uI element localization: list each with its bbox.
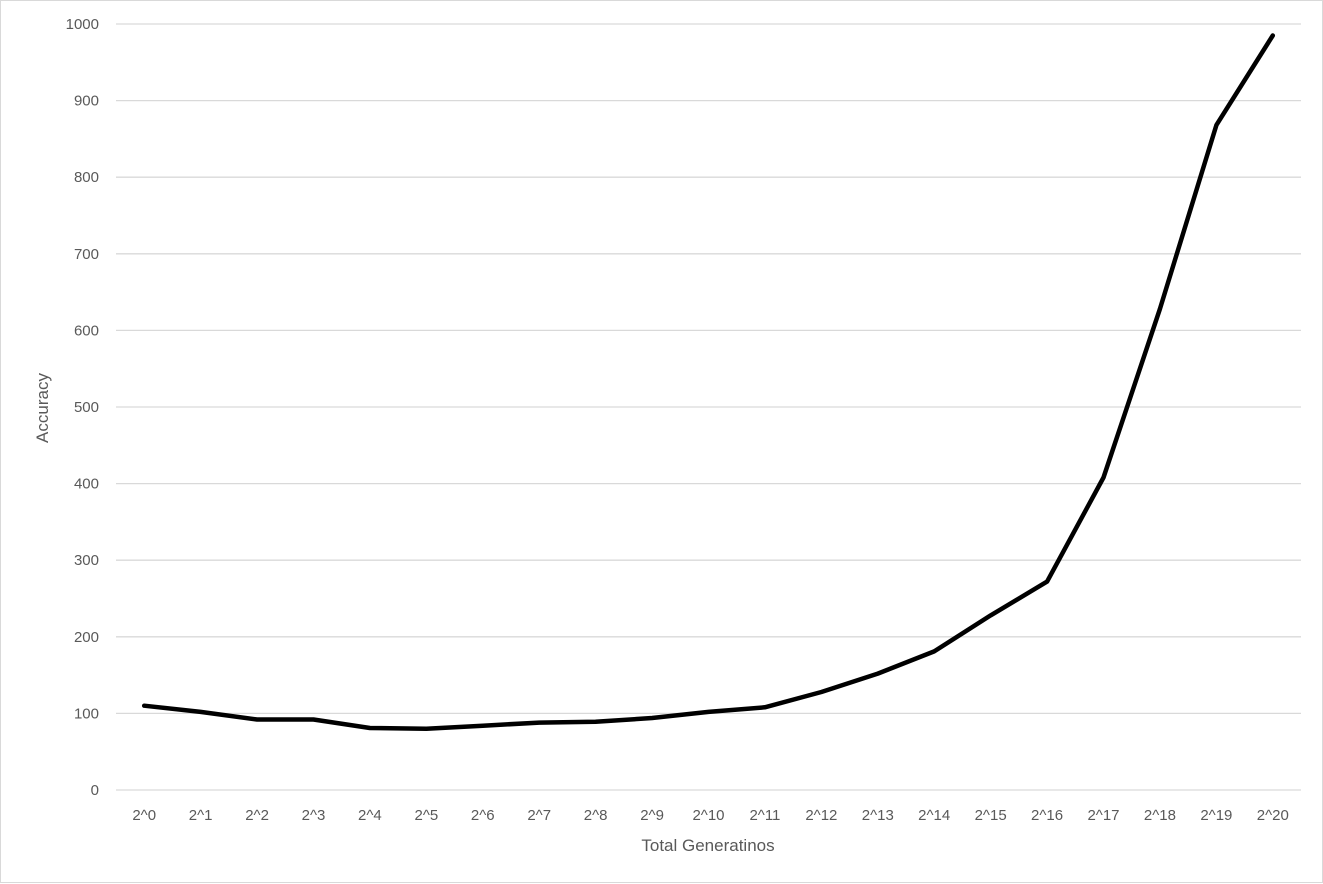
x-tick-label: 2^4 [358,807,382,824]
x-axis-title: Total Generatinos [641,836,774,855]
x-tick-label: 2^19 [1200,807,1232,824]
x-tick-label: 2^9 [640,807,664,824]
series-group [144,35,1273,728]
y-tick-label: 1000 [66,16,99,33]
y-tick-label: 600 [74,322,99,339]
y-tick-label: 0 [91,782,99,799]
x-tick-label: 2^12 [805,807,837,824]
x-tick-label: 2^6 [471,807,495,824]
x-tick-label: 2^10 [692,807,724,824]
x-tick-label: 2^16 [1031,807,1063,824]
gridlines [116,24,1301,790]
y-tick-label: 200 [74,629,99,646]
y-tick-label: 700 [74,246,99,263]
y-axis-title: Accuracy [33,373,52,443]
x-tick-label: 2^11 [749,807,780,824]
y-tick-label: 100 [74,705,99,722]
x-tick-labels: 2^0 2^1 2^2 2^3 2^4 2^5 2^6 2^7 2^8 2^9 2^10 2^11 2^… [132,807,1288,824]
x-tick-label: 2^14 [918,807,950,824]
x-tick-label: 2^2 [245,807,269,824]
y-tick-label: 900 [74,93,99,110]
y-tick-label: 500 [74,399,99,416]
y-tick-labels: 0 100 200 300 400 500 600 700 800 900 1000 [66,16,99,799]
x-tick-label: 2^5 [414,807,438,824]
series-line-0 [144,36,1273,729]
x-tick-label: 2^13 [862,807,894,824]
x-tick-label: 2^8 [584,807,608,824]
y-tick-label: 300 [74,552,99,569]
x-tick-label: 2^15 [975,807,1007,824]
x-tick-label: 2^0 [132,807,156,824]
y-tick-label: 400 [74,476,99,493]
y-tick-label: 800 [74,169,99,186]
x-tick-label: 2^17 [1087,807,1119,824]
x-tick-label: 2^7 [527,807,551,824]
x-tick-label: 2^3 [302,807,326,824]
x-tick-label: 2^20 [1257,807,1289,824]
x-tick-label: 2^1 [189,807,213,824]
x-tick-label: 2^18 [1144,807,1176,824]
